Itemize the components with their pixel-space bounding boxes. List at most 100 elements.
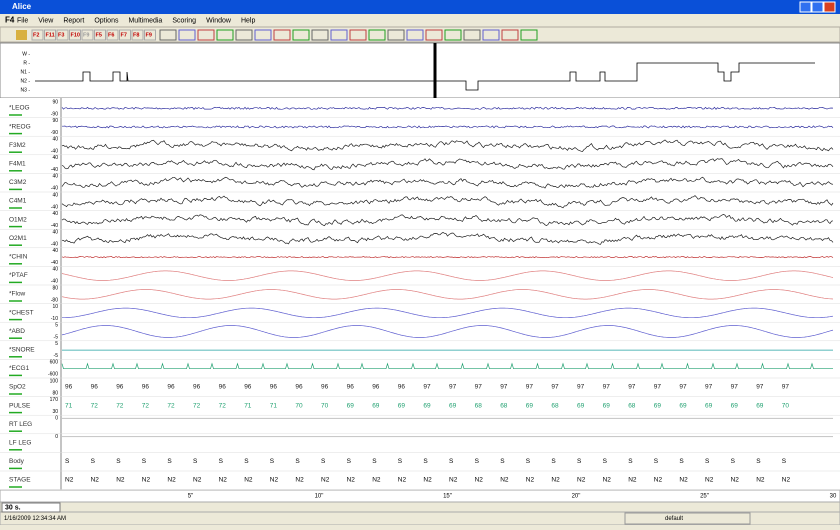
tool-icon[interactable] xyxy=(368,29,386,41)
body-value: S xyxy=(449,458,454,465)
tool-button[interactable] xyxy=(144,29,156,41)
stage-value: N2 xyxy=(372,477,381,484)
spo2-value: 96 xyxy=(219,384,227,391)
body-value: S xyxy=(551,458,556,465)
tool-button[interactable] xyxy=(69,29,81,41)
stage-value: N2 xyxy=(91,477,100,484)
pulse-value: 71 xyxy=(244,402,252,409)
pulse-value: 69 xyxy=(347,402,355,409)
menu-bar xyxy=(0,14,840,27)
tool-icon[interactable] xyxy=(159,29,177,41)
scale-label: 5 xyxy=(55,323,58,329)
signal-trace xyxy=(61,270,834,281)
channel-label: O2M1 xyxy=(9,235,27,242)
body-value: S xyxy=(65,458,70,465)
tool-icon[interactable] xyxy=(292,29,310,41)
tool-icon[interactable] xyxy=(311,29,329,41)
tool-icon[interactable] xyxy=(16,30,27,40)
scale-label: -40 xyxy=(51,149,58,155)
spo2-value: 97 xyxy=(654,384,662,391)
channel-label: *CHEST xyxy=(9,309,34,316)
tool-icon[interactable] xyxy=(387,29,405,41)
channel-label: PULSE xyxy=(9,402,31,409)
channel-label: *ABD xyxy=(9,328,25,335)
tool-icon[interactable] xyxy=(406,29,424,41)
tool-button[interactable] xyxy=(81,29,94,41)
pulse-value: 69 xyxy=(577,402,585,409)
tool-icon[interactable] xyxy=(425,29,443,41)
scale-label: -90 xyxy=(51,130,58,136)
tool-icon[interactable] xyxy=(463,29,481,41)
maximize-button[interactable] xyxy=(811,1,824,13)
tool-icon[interactable] xyxy=(444,29,462,41)
menu-item[interactable]: Options xyxy=(94,17,119,24)
tool-button[interactable] xyxy=(131,29,144,41)
menu-item[interactable]: Report xyxy=(63,17,84,24)
body-value: S xyxy=(475,458,480,465)
stage-value: N2 xyxy=(603,477,612,484)
stage-value: N2 xyxy=(116,477,125,484)
menu-item[interactable]: Window xyxy=(206,17,232,24)
pulse-value: 69 xyxy=(423,402,431,409)
toolbar xyxy=(0,26,840,43)
stage-label: N1 - xyxy=(21,69,31,75)
tool-icon[interactable] xyxy=(482,29,500,41)
tool-icon[interactable] xyxy=(520,29,538,41)
scale-label: 80 xyxy=(52,285,58,291)
menu-item[interactable]: View xyxy=(38,17,54,24)
tool-button[interactable] xyxy=(94,29,106,41)
tool-button[interactable] xyxy=(56,29,69,41)
tool-button-label: F5 xyxy=(96,32,102,38)
body-value: S xyxy=(142,458,147,465)
menu-item[interactable]: File xyxy=(17,17,28,24)
tool-icon[interactable] xyxy=(235,29,253,41)
spo2-value: 96 xyxy=(167,384,175,391)
spo2-value: 97 xyxy=(731,384,739,391)
tool-button-label: F11 xyxy=(46,32,55,38)
stage-value: N2 xyxy=(65,477,74,484)
pulse-value: 68 xyxy=(475,402,483,409)
tool-icon[interactable] xyxy=(254,29,272,41)
body-value: S xyxy=(679,458,684,465)
pulse-value: 69 xyxy=(679,402,687,409)
spo2-value: 96 xyxy=(116,384,124,391)
tool-icon[interactable] xyxy=(349,29,367,41)
stage-value: N2 xyxy=(679,477,688,484)
tool-icon[interactable] xyxy=(197,29,215,41)
scale-label: 40 xyxy=(52,155,58,161)
spo2-value: 97 xyxy=(551,384,559,391)
tool-button-label: F2 xyxy=(33,32,39,38)
menu-item[interactable]: Multimedia xyxy=(128,17,162,24)
body-value: S xyxy=(398,458,403,465)
tool-icon[interactable] xyxy=(273,29,291,41)
body-value: S xyxy=(270,458,275,465)
tool-icon[interactable] xyxy=(330,29,348,41)
tool-button-label: F3 xyxy=(58,32,64,38)
tool-icon[interactable] xyxy=(178,29,196,41)
stage-value: N2 xyxy=(551,477,560,484)
spo2-value: 97 xyxy=(475,384,483,391)
tool-button[interactable] xyxy=(31,29,44,41)
signal-trace xyxy=(61,256,834,259)
stage-value: N2 xyxy=(705,477,714,484)
tool-icon[interactable] xyxy=(216,29,234,41)
pulse-value: 69 xyxy=(756,402,764,409)
stage-label: N2 - xyxy=(21,78,31,84)
stage-value: N2 xyxy=(500,477,509,484)
tool-button[interactable] xyxy=(106,29,119,41)
close-button[interactable] xyxy=(823,1,836,13)
tool-button[interactable] xyxy=(119,29,131,41)
spo2-value: 97 xyxy=(423,384,431,391)
stage-value: N2 xyxy=(270,477,279,484)
body-value: S xyxy=(731,458,736,465)
channel-label: *REOG xyxy=(9,123,31,130)
tool-icon[interactable] xyxy=(501,29,519,41)
scale-label: -5 xyxy=(54,353,59,359)
tool-button[interactable] xyxy=(44,29,56,41)
menu-item[interactable]: Help xyxy=(241,17,256,24)
minimize-button[interactable] xyxy=(799,1,812,13)
epoch-select[interactable] xyxy=(1,502,61,513)
scrollbar[interactable] xyxy=(0,501,840,513)
menu-item[interactable]: Scoring xyxy=(172,17,196,24)
